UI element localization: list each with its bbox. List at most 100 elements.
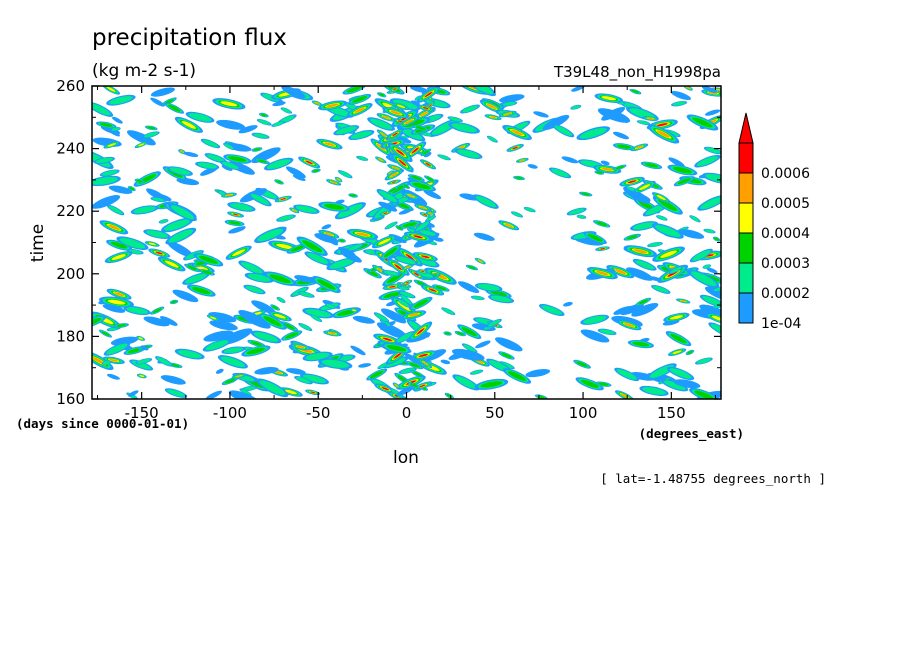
rain-cell bbox=[144, 241, 160, 247]
rain-cell bbox=[350, 308, 359, 313]
rain-cell bbox=[576, 214, 587, 219]
rain-cell bbox=[486, 318, 502, 328]
rain-cell bbox=[527, 164, 538, 169]
rain-cell bbox=[289, 207, 300, 214]
rain-cell bbox=[425, 215, 436, 222]
rain-cell bbox=[513, 175, 525, 181]
rain-cell bbox=[635, 297, 652, 307]
rain-cell bbox=[386, 128, 404, 140]
rain-cell bbox=[597, 328, 617, 336]
rain-cell bbox=[158, 219, 169, 224]
rain-cell bbox=[106, 204, 125, 216]
rain-cell bbox=[678, 229, 705, 239]
experiment-label: T39L48_non_H1998pa bbox=[553, 63, 721, 82]
rain-cell bbox=[276, 214, 296, 222]
rain-cell bbox=[244, 272, 274, 283]
rain-cell bbox=[99, 329, 112, 338]
rain-cell bbox=[311, 100, 323, 107]
rain-cell bbox=[685, 349, 695, 356]
rain-cell bbox=[627, 339, 654, 349]
rain-cell bbox=[454, 331, 466, 337]
rain-cell bbox=[225, 143, 252, 152]
rain-cell bbox=[619, 176, 645, 187]
rain-cell bbox=[410, 100, 420, 106]
rain-cell bbox=[334, 176, 343, 183]
rain-cell bbox=[223, 154, 252, 164]
rain-cell bbox=[697, 195, 721, 211]
rain-cell bbox=[392, 382, 401, 389]
rain-cell bbox=[408, 321, 433, 342]
rain-cell bbox=[402, 183, 410, 190]
rain-cell bbox=[169, 299, 179, 305]
rain-cell bbox=[501, 101, 518, 107]
rain-cell bbox=[386, 186, 399, 195]
rain-cell bbox=[394, 331, 416, 344]
rain-cell bbox=[451, 348, 485, 361]
rain-cell bbox=[474, 378, 509, 390]
rain-cell bbox=[136, 373, 147, 379]
rain-cell bbox=[396, 298, 411, 308]
rain-cell bbox=[112, 116, 123, 124]
rain-cell bbox=[381, 356, 409, 369]
rain-cell bbox=[325, 303, 336, 309]
rain-cell bbox=[106, 239, 133, 251]
rain-cell bbox=[647, 242, 663, 248]
rain-cell bbox=[561, 156, 579, 164]
rain-cell bbox=[570, 104, 582, 110]
rain-cell bbox=[128, 390, 139, 397]
rain-cell bbox=[623, 186, 651, 204]
rain-cell bbox=[552, 124, 575, 138]
rain-cell bbox=[333, 125, 360, 136]
rain-cell bbox=[398, 208, 412, 215]
rain-cell bbox=[461, 343, 478, 354]
rain-cell bbox=[247, 339, 266, 348]
rain-cell bbox=[613, 131, 629, 140]
rain-cell bbox=[318, 229, 340, 239]
rain-cell bbox=[167, 241, 194, 258]
rain-cell bbox=[573, 359, 591, 369]
chart-title: precipitation flux bbox=[92, 25, 287, 51]
rain-cell bbox=[386, 179, 402, 185]
rain-cell bbox=[403, 192, 420, 200]
x-tick-label: 50 bbox=[485, 404, 504, 422]
rain-cell bbox=[373, 312, 390, 323]
rain-cell bbox=[407, 180, 436, 192]
axis-ticks: -150 -100 -50 0 50 100 150 160 180 200 220 240 260 bbox=[56, 77, 721, 422]
rain-cell bbox=[412, 252, 438, 262]
colorbar-level-label: 0.0005 bbox=[761, 196, 810, 212]
rain-cell bbox=[311, 168, 321, 173]
rain-cell bbox=[379, 244, 402, 261]
colorbar-swatch bbox=[738, 232, 754, 264]
colorbar-level-label: 0.0003 bbox=[761, 256, 810, 272]
rain-cell bbox=[99, 220, 129, 235]
rain-cell bbox=[576, 126, 611, 141]
rain-cell bbox=[407, 174, 425, 182]
colorbar-max-arrow bbox=[738, 112, 754, 144]
rain-cell bbox=[417, 229, 438, 237]
rain-cell bbox=[104, 251, 133, 264]
rain-cell bbox=[281, 330, 303, 341]
rain-cell bbox=[135, 358, 153, 365]
rain-cell bbox=[473, 194, 499, 209]
rain-cell bbox=[302, 351, 333, 362]
rain-cell bbox=[167, 166, 193, 176]
rain-cell bbox=[174, 348, 205, 360]
rain-cell bbox=[297, 291, 315, 298]
rain-cell bbox=[667, 164, 698, 176]
rain-cell bbox=[595, 246, 610, 252]
rain-cell bbox=[321, 224, 332, 230]
rain-cell bbox=[371, 235, 397, 249]
rain-cell bbox=[157, 256, 186, 272]
rain-cell bbox=[705, 312, 721, 325]
rain-cell bbox=[656, 215, 668, 221]
rain-cell bbox=[613, 143, 636, 151]
rain-cell bbox=[318, 100, 348, 111]
y-tick-label: 160 bbox=[56, 390, 85, 408]
rain-cell bbox=[268, 311, 292, 322]
rain-cell bbox=[204, 153, 227, 164]
rain-cell bbox=[164, 102, 185, 114]
rain-cell bbox=[386, 170, 395, 176]
rain-cell bbox=[270, 304, 281, 311]
rain-cell bbox=[150, 197, 166, 203]
rain-cell bbox=[193, 253, 224, 267]
